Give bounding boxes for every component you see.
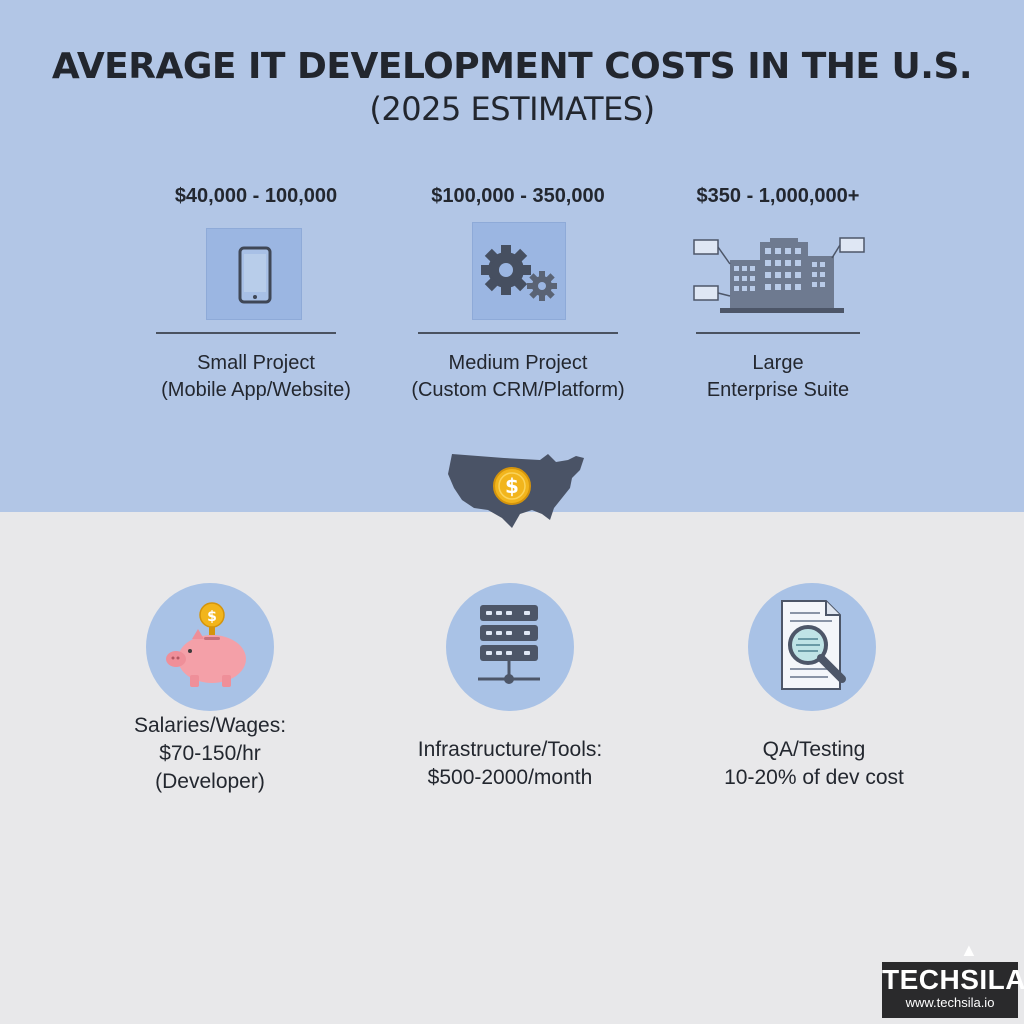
project-label: Large [752,352,804,374]
page-subtitle: (2025 ESTIMATES) [369,90,655,128]
us-map-dollar-coin-icon: $ [444,448,594,534]
factor-note: (Developer) [155,770,265,793]
project-small: $40,000 - 100,000 Small Project (Mobile … [106,180,406,404]
factor-title: Infrastructure/Tools: [417,738,603,761]
project-medium: $100,000 - 350,000 [368,180,668,404]
server-rack-icon [446,583,574,711]
factor-title: QA/Testing [762,738,866,761]
project-label-detail: Enterprise Suite [706,379,850,401]
svg-text:$: $ [207,609,217,625]
project-label: Small Project [197,352,315,374]
project-label-detail: (Mobile App/Website) [161,379,351,401]
factor-salaries: Salaries/Wages: $70-150/hr (Developer) [110,712,310,796]
brand-logo: TECHSILA www.techsila.io [882,962,1024,1018]
project-label-detail: (Custom CRM/Platform) [411,379,625,401]
document-magnifier-icon [748,583,876,711]
factor-infrastructure: Infrastructure/Tools: $500-2000/month [400,736,620,792]
factor-value: $70-150/hr [159,742,261,765]
piggy-bank-icon: $ [146,583,274,711]
brand-name: TECHSILA [882,964,1024,995]
page-title: AVERAGE IT DEVELOPMENT COSTS IN THE U.S. [51,46,973,87]
svg-text:$: $ [505,474,519,498]
sparkle-icon: ▲ [960,940,978,960]
factor-qa-testing: QA/Testing 10-20% of dev cost [704,736,924,792]
brand-url: www.techsila.io [905,995,995,1010]
office-buildings-icon [693,237,865,313]
project-price: $40,000 - 100,000 [174,185,338,207]
project-large: $350 - 1,000,000+ [628,180,928,404]
smartphone-icon [238,246,272,304]
project-price: $100,000 - 350,000 [431,185,605,207]
factor-title: Salaries/Wages: [133,714,287,737]
project-label: Medium Project [448,352,588,374]
gears-icon [481,245,557,301]
factor-value: 10-20% of dev cost [724,766,904,789]
project-price: $350 - 1,000,000+ [696,185,860,207]
factor-value: $500-2000/month [427,766,593,789]
